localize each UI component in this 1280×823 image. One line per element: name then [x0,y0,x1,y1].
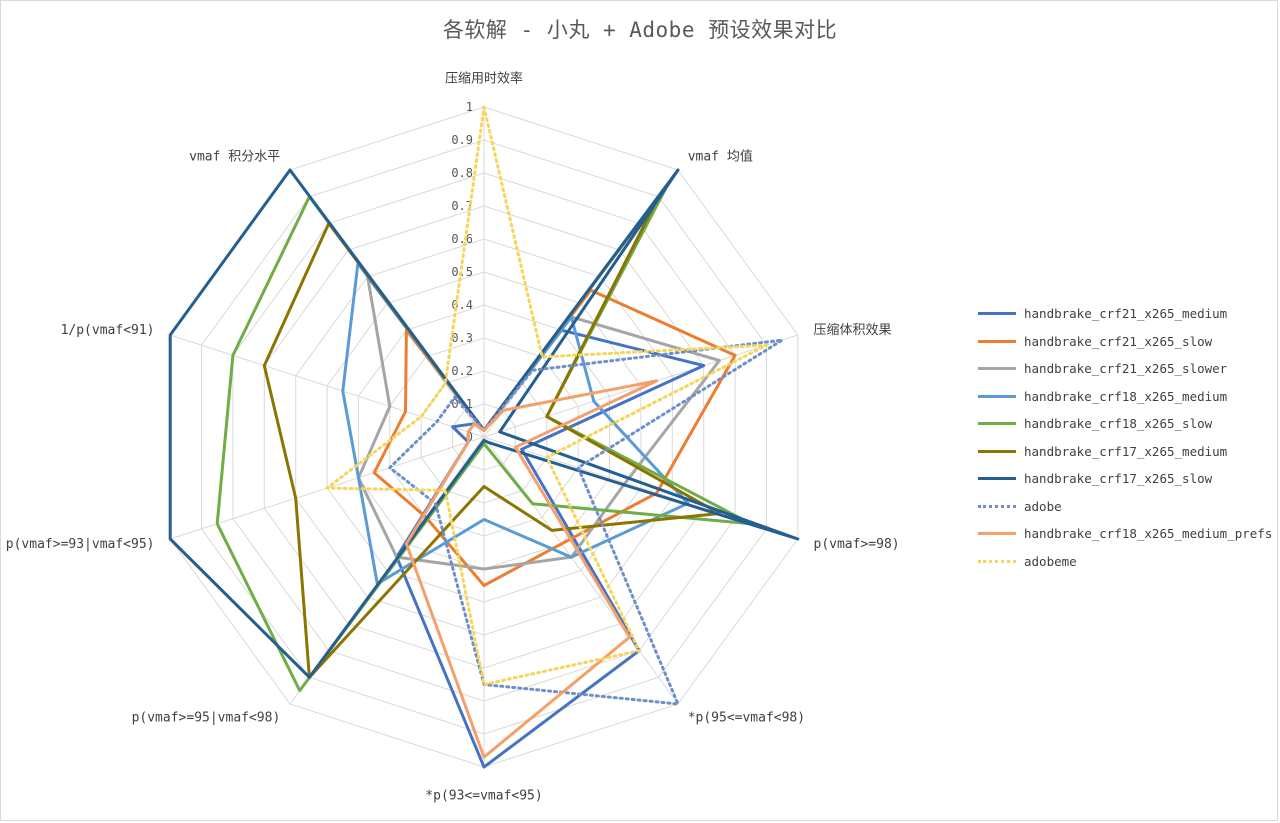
tick-label: 1 [466,100,473,114]
tick-label: 0.2 [451,364,473,378]
legend-item: handbrake_crf21_x265_slower [978,355,1272,383]
legend-swatch [978,559,1016,563]
legend-label: handbrake_crf18_x265_medium_prefs [1024,526,1273,542]
legend-label: handbrake_crf18_x265_medium [1024,388,1228,404]
grid-spoke [483,334,798,438]
legend-swatch [978,339,1016,343]
legend-label: adobe [1024,498,1062,514]
series-line [168,168,800,679]
series-line [372,288,737,587]
axis-label: vmaf 均值 [688,149,753,165]
series-line [341,262,690,586]
series-line [325,105,768,686]
legend-item: adobe [978,493,1272,521]
legend-swatch [978,312,1016,316]
tick-label: 0.6 [451,232,473,246]
legend-label: handbrake_crf21_x265_slower [1024,361,1228,377]
legend-label: handbrake_crf18_x265_slow [1024,416,1213,432]
tick-label: 0.8 [451,166,473,180]
legend-item: handbrake_crf21_x265_slow [978,328,1272,356]
legend-item: handbrake_crf18_x265_medium_prefs [978,520,1272,548]
grid-spoke [170,334,485,438]
axis-label: 压缩体积效果 [814,322,892,338]
axis-label: *p(95<=vmaf<98) [688,710,805,725]
series-line [404,379,659,759]
axis-label: vmaf 积分水平 [189,150,280,165]
axis-label: p(vmaf>=98) [814,537,900,552]
legend-label: handbrake_crf21_x265_medium [1024,306,1228,322]
legend-item: handbrake_crf21_x265_medium [978,300,1272,328]
legend-item: handbrake_crf17_x265_medium [978,438,1272,466]
legend-item: handbrake_crf18_x265_medium [978,383,1272,411]
series-line [357,275,721,571]
axis-label: 1/p(vmaf<91) [61,323,155,338]
legend-label: handbrake_crf21_x265_slow [1024,333,1213,349]
legend-swatch [978,477,1016,481]
legend-swatch [978,422,1016,426]
legend-swatch [978,504,1016,508]
tick-label: 0.9 [451,133,473,147]
legend-label: adobeme [1024,553,1077,569]
series-line [395,328,706,769]
legend-swatch [978,394,1016,398]
axis-label: p(vmaf>=93|vmaf<95) [6,537,155,552]
tick-label: 0.7 [451,199,473,213]
tick-label: 0.3 [451,331,473,345]
legend-item: handbrake_crf17_x265_slow [978,465,1272,493]
axis-label: 压缩用时效率 [445,71,523,87]
legend-swatch [978,449,1016,453]
series-line [262,195,721,679]
legend-item: adobeme [978,548,1272,576]
axis-label: p(vmaf>=95|vmaf<98) [132,710,281,725]
chart-legend: handbrake_crf21_x265_medium handbrake_crf… [978,300,1272,575]
legend-label: handbrake_crf17_x265_medium [1024,443,1228,459]
axis-label: *p(93<=vmaf<95) [425,789,542,804]
legend-item: handbrake_crf18_x265_slow [978,410,1272,438]
legend-swatch [978,367,1016,371]
legend-label: handbrake_crf17_x265_slow [1024,471,1213,487]
legend-swatch [978,532,1016,536]
radar-series [168,105,800,769]
chart-title: 各软解 - 小丸 + Adobe 预设效果对比 [442,18,838,42]
